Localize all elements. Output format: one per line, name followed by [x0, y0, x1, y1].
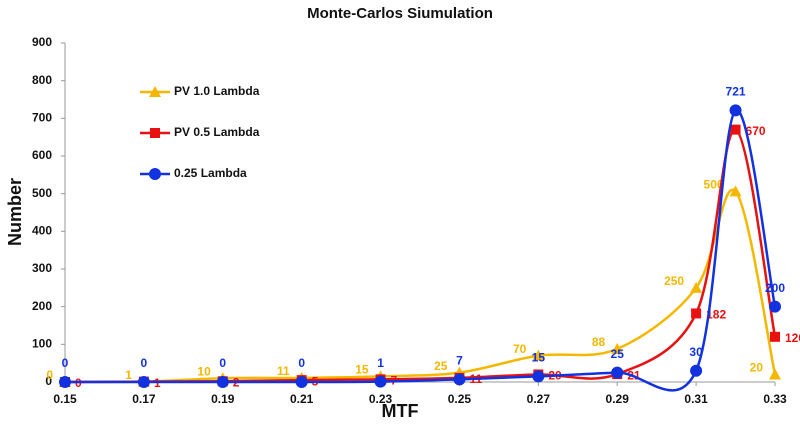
x-tick-label: 0.27 — [527, 392, 551, 406]
y-tick-label: 200 — [32, 299, 52, 313]
data-point — [729, 104, 742, 117]
x-tick-label: 0.15 — [53, 392, 77, 406]
value-label: 30 — [689, 345, 703, 359]
legend-marker — [149, 168, 161, 180]
x-tick-label: 0.29 — [606, 392, 630, 406]
value-label: 0 — [46, 368, 53, 382]
value-label: 25 — [611, 347, 625, 361]
data-point — [374, 375, 387, 388]
x-tick-label: 0.23 — [369, 392, 393, 406]
data-point — [690, 281, 703, 293]
data-point — [690, 364, 703, 377]
value-label: 670 — [746, 124, 766, 138]
value-label: 70 — [513, 342, 527, 356]
y-tick-label: 100 — [32, 337, 52, 351]
data-point — [216, 376, 229, 388]
y-tick-label: 700 — [32, 111, 52, 125]
value-label: 200 — [765, 281, 785, 295]
x-tick-label: 0.31 — [684, 392, 708, 406]
value-label: 88 — [592, 335, 606, 349]
value-label: 7 — [456, 354, 463, 368]
value-label: 0 — [141, 356, 148, 370]
data-point — [769, 300, 781, 313]
data-point — [729, 185, 742, 197]
value-label: 250 — [664, 274, 684, 288]
data-point — [770, 331, 780, 342]
value-label: 0 — [219, 356, 226, 370]
data-point — [691, 308, 702, 319]
value-label: 20 — [750, 361, 764, 375]
x-axis-title: MTF — [382, 401, 419, 421]
y-tick-label: 500 — [32, 186, 52, 200]
data-point — [611, 342, 624, 354]
x-tick-label: 0.33 — [763, 392, 787, 406]
legend-marker — [149, 86, 161, 97]
data-point — [59, 376, 71, 388]
data-point — [137, 376, 150, 388]
y-axis-title: Number — [5, 178, 25, 246]
value-label: 15 — [355, 363, 369, 377]
legend-label: 0.25 Lambda — [174, 166, 247, 180]
y-tick-label: 400 — [32, 224, 52, 238]
x-tick-label: 0.21 — [290, 392, 314, 406]
value-label: 182 — [706, 308, 726, 322]
value-label: 1 — [377, 356, 384, 370]
value-label: 11 — [277, 364, 290, 378]
series-line — [64, 188, 777, 384]
value-label: 0 — [298, 356, 305, 370]
value-label: 721 — [726, 85, 746, 99]
legend-label: PV 0.5 Lambda — [174, 125, 260, 139]
y-tick-label: 600 — [32, 148, 52, 162]
x-tick-label: 0.25 — [448, 392, 472, 406]
value-label: 506 — [704, 178, 724, 192]
value-label: 0 — [62, 356, 69, 370]
x-tick-label: 0.19 — [211, 392, 235, 406]
y-tick-label: 800 — [32, 73, 52, 87]
x-tick-label: 0.17 — [132, 392, 156, 406]
series-line — [64, 128, 777, 384]
value-label: 10 — [197, 364, 211, 378]
data-point — [532, 370, 545, 383]
data-point — [769, 368, 781, 380]
data-point — [611, 366, 624, 379]
legend-label: PV 1.0 Lambda — [174, 84, 260, 98]
data-point — [532, 349, 545, 361]
y-tick-label: 0 — [45, 374, 52, 388]
y-tick-label: 900 — [32, 35, 52, 49]
data-point — [453, 373, 466, 386]
value-label: 1 — [125, 368, 132, 382]
y-tick-label: 300 — [32, 261, 52, 275]
chart-title: Monte-Carlos Siumulation — [307, 5, 493, 22]
data-point — [295, 376, 308, 388]
value-label: 120 — [785, 331, 800, 345]
value-label: 25 — [434, 359, 448, 373]
legend-marker — [150, 128, 160, 138]
value-label: 15 — [532, 351, 546, 365]
data-point — [730, 124, 741, 135]
